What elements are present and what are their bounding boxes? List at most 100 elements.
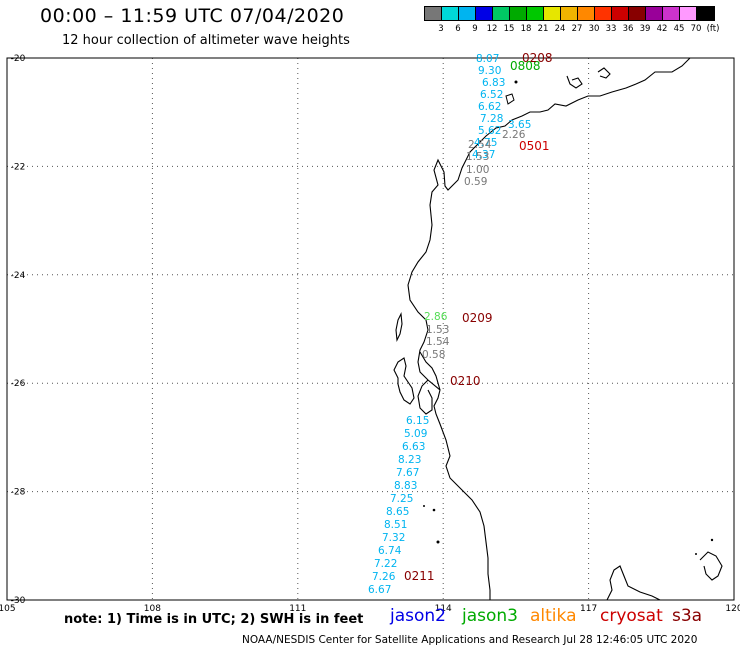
wave-height-value: 6.52 (480, 89, 503, 101)
islet-4 (710, 538, 714, 542)
legend-label: 18 (520, 24, 532, 34)
wave-height-value: 6.74 (378, 545, 402, 557)
coastline (393, 57, 723, 601)
wave-height-value: 6.15 (406, 415, 429, 427)
wave-height-value: 6.83 (482, 77, 505, 89)
coastline-peron-peninsula (393, 357, 415, 405)
track-label: 0808 (510, 59, 541, 73)
y-tick-label: -24 (11, 271, 26, 281)
wave-height-value: 2.54 (468, 139, 492, 151)
legend-swatch (544, 7, 561, 20)
satellite-legend-jason3: jason3 (462, 606, 518, 626)
wave-height-value: 1.54 (426, 336, 450, 348)
legend-label: 6 (455, 24, 461, 34)
wave-height-value: 5.62 (478, 125, 501, 137)
legend-swatch (680, 7, 697, 20)
y-tick-label: -20 (11, 54, 26, 64)
legend-label: 15 (503, 24, 515, 34)
legend-label: 3 (438, 24, 444, 34)
wave-height-value: 6.62 (478, 101, 501, 113)
coastline-east-bay (699, 551, 723, 581)
islet-3 (436, 540, 440, 544)
track-label: 0209 (462, 311, 493, 325)
wave-height-value: 1.53 (466, 151, 489, 163)
legend-swatch (561, 7, 578, 20)
axis-tick-labels: 105 108 111 114 117 120 -20 -22 -24 -26 -28 -30 (0, 54, 740, 614)
wave-height-value: 2.26 (502, 129, 526, 141)
wave-height-value: 9.30 (478, 65, 501, 77)
legend-swatch (493, 7, 510, 20)
legend-swatch (459, 7, 476, 20)
y-tick-label: -22 (11, 162, 26, 172)
legend-swatch (663, 7, 680, 20)
coastline-shark-bay (417, 351, 441, 415)
island-north-east (505, 93, 515, 105)
legend-swatch (442, 7, 459, 20)
legend-label: 24 (554, 24, 566, 34)
wave-height-value: 6.67 (368, 584, 391, 596)
legend-swatch (425, 7, 442, 20)
wave-height-value: 4.75 (474, 137, 497, 149)
legend-labels: 3 6 9 12 15 18 21 24 27 30 33 36 39 42 45 70 (ft) (424, 21, 719, 35)
wave-height-value: 7.28 (480, 113, 503, 125)
legend-swatch (578, 7, 595, 20)
y-tick-label: -26 (11, 379, 26, 389)
wave-height-value: 0.58 (422, 349, 445, 361)
graticule-grid (7, 58, 734, 600)
y-tick-label: -30 (11, 596, 26, 606)
legend-label: (ft) (706, 24, 720, 34)
wave-height-value: 7.32 (382, 532, 405, 544)
coastline-southwest (606, 565, 661, 601)
map-title: 00:00 – 11:59 UTC 07/04/2020 (40, 5, 345, 27)
x-tick-label: 111 (289, 604, 306, 614)
legend-label: 45 (673, 24, 685, 34)
satellite-legend-jason2: jason2 (390, 606, 446, 626)
wave-height-value: 7.25 (390, 493, 413, 505)
wave-height-value: 1.53 (426, 324, 449, 336)
legend-swatch (510, 7, 527, 20)
track-label: 0211 (404, 569, 435, 583)
x-tick-label: 108 (144, 604, 161, 614)
satellite-legend-s3a: s3a (672, 606, 703, 626)
legend-swatch (629, 7, 646, 20)
wave-height-value: 6.63 (402, 441, 425, 453)
coastline-north-inlet (566, 67, 611, 89)
footer-credit: NOAA/NESDIS Center for Satellite Applica… (242, 634, 698, 646)
legend-swatch (476, 7, 493, 20)
map-subtitle: 12 hour collection of altimeter wave hei… (62, 33, 350, 48)
legend-label: 39 (639, 24, 651, 34)
legend-label: 42 (656, 24, 668, 34)
legend-swatches (424, 6, 715, 21)
wave-height-value: 7.22 (374, 558, 397, 570)
wave-height-value: 8.83 (394, 480, 417, 492)
legend-label: 27 (571, 24, 583, 34)
legend-swatch (612, 7, 629, 20)
wave-height-value: 3.65 (508, 119, 531, 131)
satellite-legend-altika: altika (530, 606, 577, 626)
legend-swatch (595, 7, 612, 20)
color-legend: 3 6 9 12 15 18 21 24 27 30 33 36 39 42 45 70 (ft) (424, 6, 719, 35)
wave-height-value: 7.67 (396, 467, 419, 479)
islet-1 (432, 508, 436, 512)
x-tick-label: 120 (725, 604, 740, 614)
x-tick-label: 117 (580, 604, 597, 614)
satellite-legend-cryosat: cryosat (600, 606, 663, 626)
wave-height-value: 8.51 (384, 519, 407, 531)
wave-height-value: 0.59 (464, 176, 487, 188)
legend-label: 21 (537, 24, 549, 34)
legend-label: 33 (605, 24, 617, 34)
units-note: note: 1) Time is in UTC; 2) SWH is in fe… (64, 612, 364, 627)
wave-height-value: 8.65 (386, 506, 409, 518)
wave-height-value: 1.00 (466, 164, 489, 176)
wave-height-value: 8.23 (398, 454, 421, 466)
x-tick-label: 114 (435, 604, 452, 614)
legend-label: 9 (472, 24, 478, 34)
y-tick-label: -28 (11, 488, 26, 498)
dirk-hartog-island (395, 312, 403, 342)
track-label: 0210 (450, 374, 481, 388)
legend-swatch (646, 7, 663, 20)
track-label: 0208 (522, 51, 553, 65)
legend-label: 70 (690, 24, 702, 34)
